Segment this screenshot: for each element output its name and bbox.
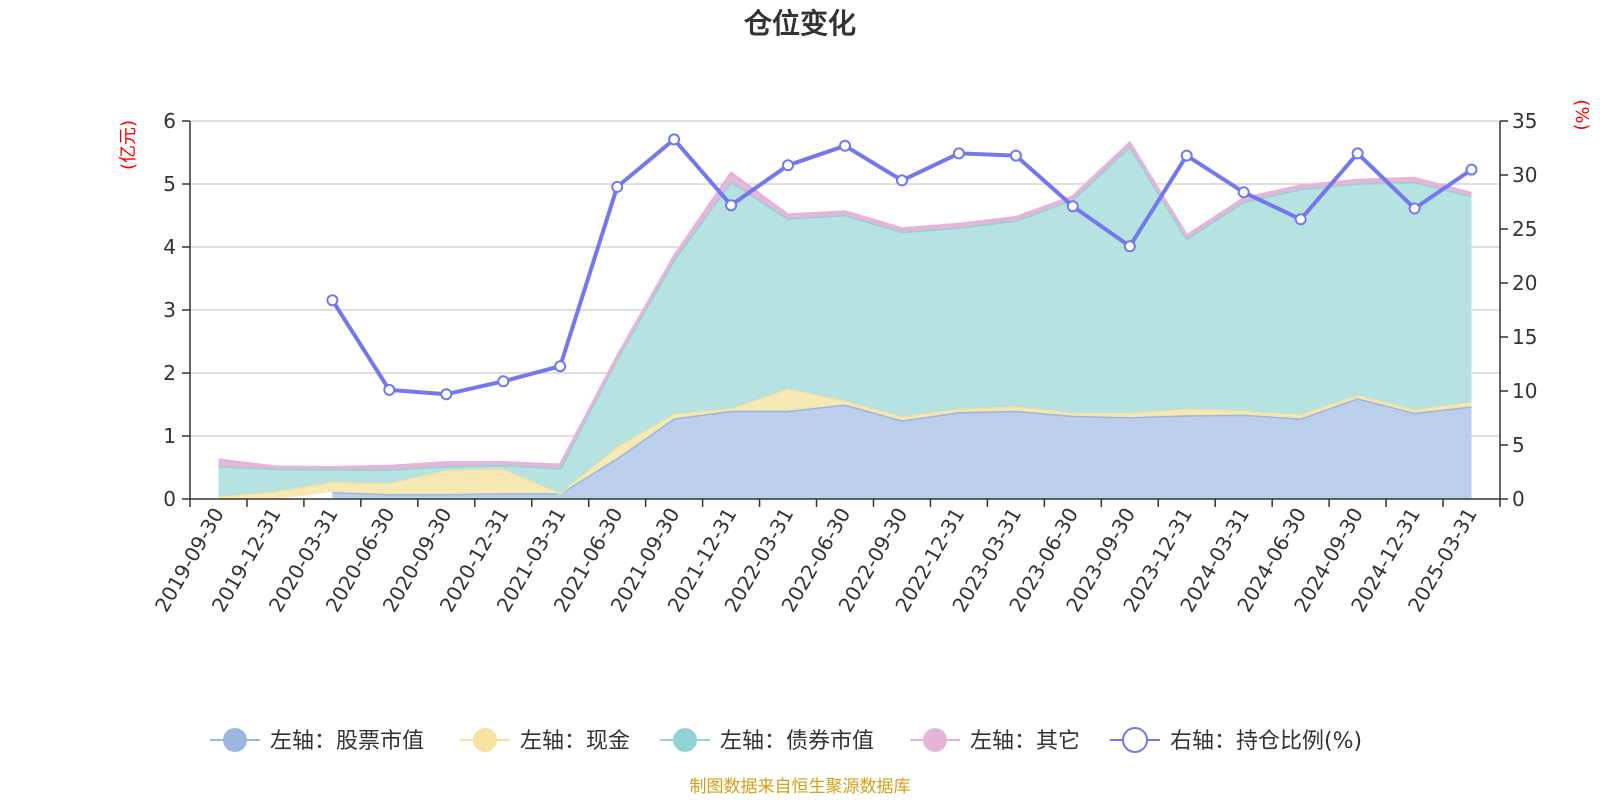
area-左轴：债券市值 xyxy=(218,146,1472,497)
right-axis-unit: (%) xyxy=(1571,99,1592,130)
legend-label: 左轴：股票市值 xyxy=(270,729,424,754)
legend-swatch-circle xyxy=(673,728,697,752)
stacked-areas xyxy=(218,140,1472,499)
ratio-point xyxy=(383,383,396,396)
right-tick-label: 35 xyxy=(1512,109,1537,133)
right-tick-label: 20 xyxy=(1512,271,1537,295)
left-tick-label: 1 xyxy=(163,424,176,448)
legend-swatch-circle xyxy=(1122,727,1148,753)
ratio-point xyxy=(554,360,567,373)
area-edge-左轴：其它 xyxy=(218,140,1472,470)
left-tick-label: 4 xyxy=(163,235,176,259)
right-tick-label: 0 xyxy=(1512,487,1525,511)
left-tick-label: 3 xyxy=(163,298,176,322)
legend-item: 左轴：其它 xyxy=(910,728,1080,754)
ratio-point xyxy=(440,388,453,401)
ratio-point xyxy=(896,174,908,187)
right-tick-label: 10 xyxy=(1512,379,1537,403)
ratio-point xyxy=(1351,147,1364,160)
ratio-point xyxy=(326,294,339,307)
ratio-point xyxy=(1009,149,1022,162)
legend-item: 左轴：现金 xyxy=(460,728,630,754)
ratio-point xyxy=(1123,240,1136,253)
right-tick-label: 15 xyxy=(1512,325,1537,349)
legend-item: 左轴：股票市值 xyxy=(210,728,424,754)
chart-title: 仓位变化 xyxy=(744,7,856,40)
left-tick-label: 0 xyxy=(163,487,176,511)
legend-swatch-circle xyxy=(223,728,247,752)
left-tick-label: 2 xyxy=(163,361,176,385)
ratio-point xyxy=(1294,213,1307,226)
source-note: 制图数据来自恒生聚源数据库 xyxy=(690,777,911,797)
ratio-point xyxy=(782,159,794,172)
ratio-point xyxy=(1408,202,1421,215)
x-axis-ticks: 2019-09-302019-12-312020-03-312020-06-30… xyxy=(150,499,1501,616)
left-axis-unit: (亿元) xyxy=(118,120,139,170)
right-tick-label: 5 xyxy=(1512,433,1525,457)
holding-ratio-line xyxy=(326,133,1478,401)
legend-item: 左轴：债券市值 xyxy=(660,728,874,754)
ratio-point xyxy=(497,375,510,388)
ratio-point xyxy=(1465,163,1478,176)
legend-swatch-circle xyxy=(923,728,947,752)
legend-label: 左轴：现金 xyxy=(520,729,630,754)
legend: 左轴：股票市值 左轴：现金 左轴：债券市值 左轴：其它 右轴：持仓比例(%) xyxy=(210,727,1362,754)
ratio-point xyxy=(952,147,965,160)
left-tick-label: 6 xyxy=(163,109,176,133)
legend-item: 右轴：持仓比例(%) xyxy=(1110,727,1362,754)
ratio-point xyxy=(839,139,851,152)
ratio-point xyxy=(1180,149,1193,162)
ratio-point xyxy=(1066,200,1079,213)
area-左轴：股票市值 xyxy=(332,398,1472,499)
left-tick-label: 5 xyxy=(163,172,176,196)
left-axis-ticks: 0 1 2 3 4 5 6 xyxy=(163,109,190,511)
ratio-point xyxy=(611,180,624,193)
ratio-point xyxy=(1237,186,1250,199)
legend-swatch-circle xyxy=(473,728,497,752)
right-axis-ticks: 0 5 10 15 20 25 30 35 xyxy=(1500,109,1537,511)
ratio-point xyxy=(725,199,738,212)
right-tick-label: 25 xyxy=(1512,217,1537,241)
legend-label: 右轴：持仓比例(%) xyxy=(1170,729,1362,754)
legend-label: 左轴：其它 xyxy=(970,729,1080,754)
legend-label: 左轴：债券市值 xyxy=(720,729,874,754)
right-tick-label: 30 xyxy=(1512,163,1537,187)
ratio-point xyxy=(668,133,681,146)
